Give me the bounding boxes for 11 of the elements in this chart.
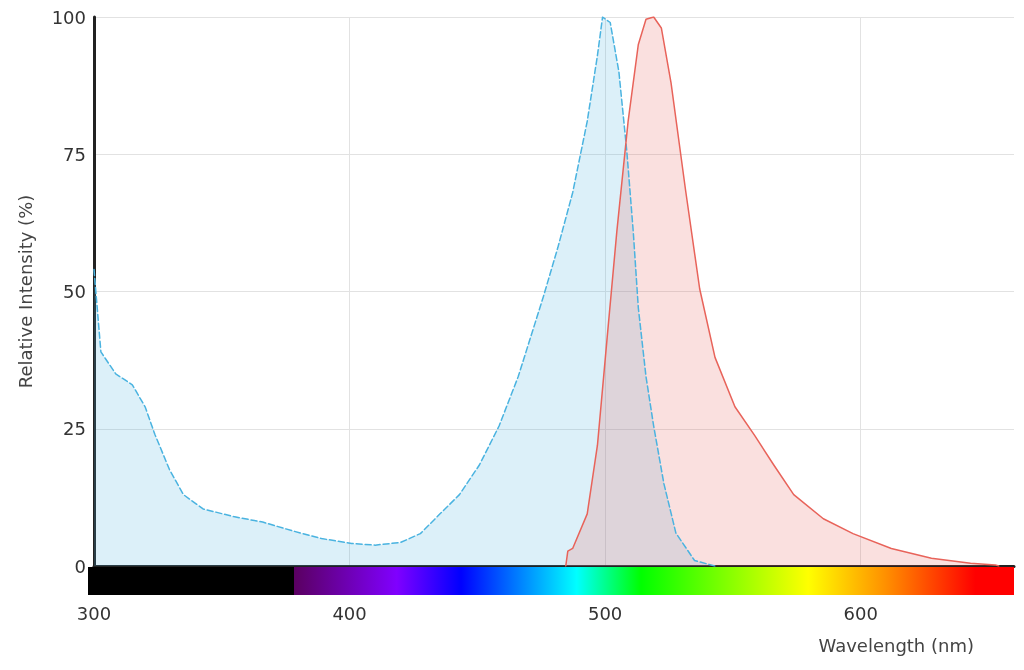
y-tick-label: 25 — [63, 418, 86, 440]
y-tick-label: 50 — [63, 281, 86, 302]
y-tick-label: 75 — [63, 143, 86, 165]
y-axis-title: Relative Intensity (%) — [14, 194, 36, 389]
x-tick-label: 500 — [587, 602, 623, 624]
x-tick-label: 300 — [76, 602, 112, 624]
x-tick-label: 400 — [332, 602, 367, 624]
y-tick-label: 0 — [74, 555, 86, 577]
x-tick-label: 600 — [843, 602, 878, 624]
y-tick-label: 100 — [51, 6, 86, 28]
x-axis-title: Wavelength (nm) — [818, 634, 974, 656]
